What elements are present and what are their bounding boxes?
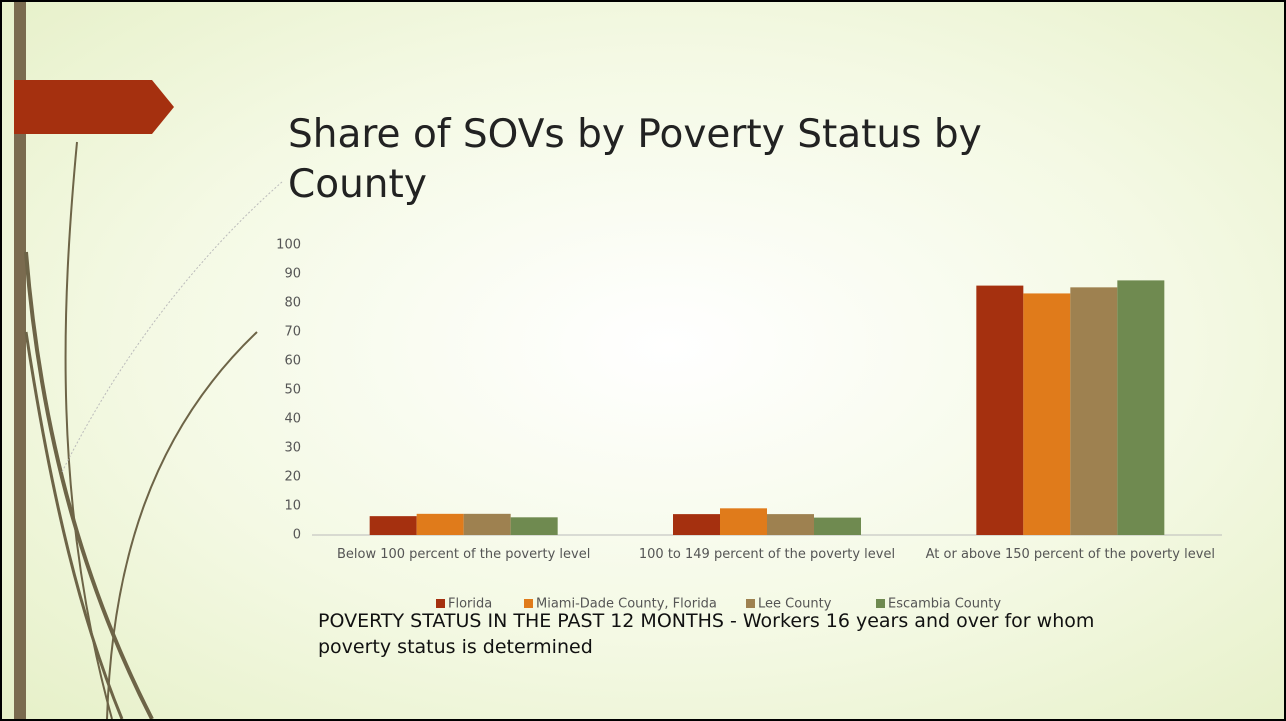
- y-tick-label: 30: [284, 441, 301, 456]
- bar: [510, 517, 558, 535]
- bar: [463, 513, 511, 535]
- legend-swatch: [436, 599, 445, 608]
- x-tick-label: At or above 150 percent of the poverty l…: [925, 547, 1216, 562]
- y-tick-label: 100: [276, 238, 301, 253]
- y-tick-label: 60: [284, 354, 301, 369]
- y-tick-label: 90: [284, 267, 301, 282]
- bar: [767, 514, 814, 535]
- slide-title: Share of SOVs by Poverty Status by Count…: [288, 112, 982, 207]
- x-tick-label: 100 to 149 percent of the poverty level: [638, 547, 896, 562]
- legend-swatch: [746, 599, 755, 608]
- bar: [416, 513, 464, 535]
- y-tick-label: 40: [284, 412, 301, 427]
- note: POVERTY STATUS IN THE PAST 12 MONTHS - W…: [318, 610, 1095, 658]
- y-tick-label: 70: [284, 325, 301, 340]
- legend-label: Florida: [448, 597, 492, 612]
- bar: [1117, 280, 1165, 535]
- legend-swatch: [876, 599, 885, 608]
- y-tick-label: 10: [284, 499, 301, 514]
- legend-swatch: [524, 599, 533, 608]
- bar: [976, 285, 1024, 535]
- bar: [369, 516, 417, 535]
- x-tick-label: Below 100 percent of the poverty level: [336, 547, 591, 562]
- y-tick-label: 50: [284, 383, 301, 398]
- legend-label: Lee County: [758, 597, 832, 612]
- bar: [1070, 287, 1118, 535]
- bar: [1023, 293, 1071, 535]
- y-tick-label: 20: [284, 470, 301, 485]
- bar: [673, 514, 720, 535]
- legend-label: Escambia County: [888, 597, 1001, 612]
- bar: [814, 517, 861, 535]
- decor-curves: [24, 141, 283, 719]
- legend-label: Miami-Dade County, Florida: [536, 597, 717, 612]
- y-tick-label: 80: [284, 296, 301, 311]
- y-tick-label: 0: [293, 528, 301, 543]
- bar: [720, 508, 767, 535]
- title-arrow: [14, 80, 174, 134]
- side-bar: [14, 2, 26, 719]
